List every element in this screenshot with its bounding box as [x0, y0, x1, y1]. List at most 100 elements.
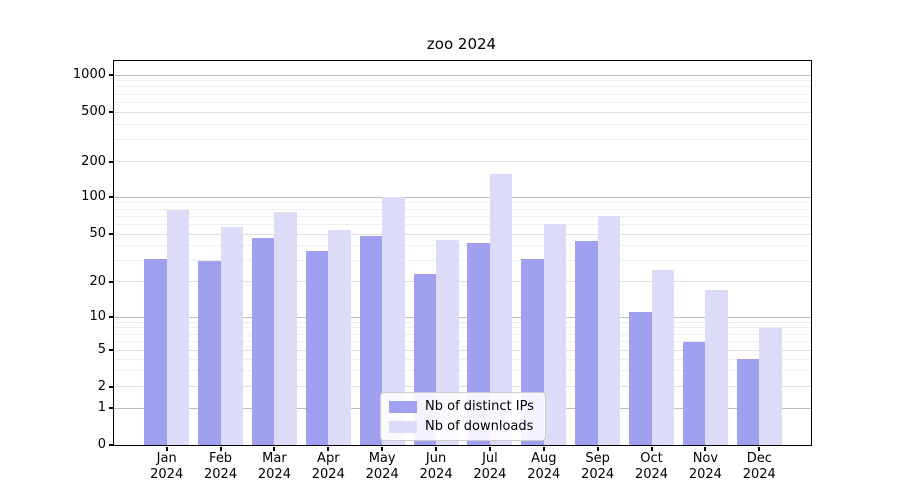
gridline-8 [114, 327, 811, 329]
bar-distinct-ips-sep [575, 240, 598, 445]
gridline-50 [114, 233, 811, 235]
y-axis-label-2: 2 [97, 378, 106, 394]
bar-distinct-ips-dec [736, 359, 760, 445]
x-axis-label-jul: Jul 2024 [473, 451, 507, 482]
x-axis-label-mar: Mar 2024 [257, 451, 291, 482]
x-axis-label-may: May 2024 [365, 451, 399, 482]
y-tick-20 [109, 280, 113, 283]
bar-downloads-mar [274, 212, 297, 445]
bar-downloads-nov [705, 289, 728, 445]
y-tick-200 [109, 160, 113, 163]
gridline-2 [114, 386, 811, 387]
gridline-40 [114, 245, 811, 247]
x-axis-label-sep: Sep 2024 [581, 451, 615, 482]
x-tick-aug [542, 447, 545, 451]
x-tick-jun [435, 447, 438, 451]
bar-downloads-oct [651, 270, 675, 445]
bar-downloads-sep [597, 216, 621, 445]
x-axis-label-nov: Nov 2024 [688, 451, 722, 482]
gridline-70 [114, 215, 811, 217]
bar-distinct-ips-oct [629, 312, 652, 445]
gridline-9 [114, 321, 811, 323]
gridline-20 [114, 281, 811, 283]
bar-downloads-jan [166, 210, 190, 445]
y-axis-label-100: 100 [81, 189, 106, 204]
bar-downloads-jul [489, 173, 513, 445]
bar-downloads-aug [543, 224, 567, 445]
x-tick-nov [704, 447, 707, 451]
gridline-600 [114, 101, 811, 103]
gridline-100 [114, 196, 811, 198]
gridline-30 [114, 260, 811, 262]
gridline-90 [114, 202, 811, 204]
y-axis-label-1: 1 [97, 400, 106, 416]
x-tick-may [381, 447, 384, 451]
legend-item-distinct-ips: Nb of distinct IPs [389, 399, 537, 414]
bar-distinct-ips-apr [305, 251, 329, 445]
gridline-4 [114, 358, 811, 360]
x-tick-oct [650, 447, 653, 451]
x-tick-sep [596, 447, 599, 451]
x-axis-label-apr: Apr 2024 [311, 451, 345, 482]
gridline-1000 [114, 74, 811, 76]
gridline-300 [114, 139, 811, 141]
y-axis-label-10: 10 [89, 309, 106, 324]
gridline-5 [114, 349, 811, 351]
x-tick-feb [219, 447, 222, 451]
y-axis-label-500: 500 [81, 104, 106, 119]
legend-item-downloads: Nb of downloads [389, 419, 537, 434]
x-tick-jan [165, 447, 168, 451]
y-axis-label-20: 20 [89, 273, 106, 289]
y-tick-1 [109, 407, 113, 410]
bar-distinct-ips-feb [198, 260, 221, 445]
x-axis-label-jun: Jun 2024 [419, 451, 453, 482]
legend-swatch-distinct-ips [389, 400, 417, 413]
x-axis-label-jan: Jan 2024 [150, 451, 184, 482]
bar-downloads-apr [328, 230, 351, 445]
bar-distinct-ips-jan [144, 259, 167, 445]
y-axis-label-0: 0 [97, 437, 106, 452]
y-axis-label-50: 50 [89, 226, 106, 242]
legend: Nb of distinct IPs Nb of downloads [380, 392, 546, 441]
bar-downloads-may [382, 197, 405, 445]
x-axis-label-oct: Oct 2024 [634, 451, 669, 482]
bar-distinct-ips-may [359, 236, 383, 445]
bar-distinct-ips-nov [682, 341, 706, 445]
legend-swatch-downloads [389, 420, 417, 433]
x-axis-label-aug: Aug 2024 [527, 451, 561, 482]
y-tick-2 [109, 385, 113, 388]
x-axis-label-feb: Feb 2024 [204, 451, 238, 482]
y-axis-label-200: 200 [81, 153, 106, 169]
gridline-500 [114, 111, 811, 113]
gridline-60 [114, 223, 811, 225]
gridline-900 [114, 80, 811, 82]
gridline-800 [114, 86, 811, 88]
gridline-10 [114, 316, 811, 318]
x-tick-apr [327, 447, 330, 451]
y-tick-50 [109, 233, 113, 236]
gridline-400 [114, 123, 811, 125]
y-axis-label-1000: 1000 [72, 67, 106, 82]
bar-downloads-dec [759, 327, 782, 445]
gridline-6 [114, 341, 811, 343]
x-tick-dec [758, 447, 761, 451]
y-tick-500 [109, 111, 113, 113]
y-tick-10 [109, 316, 113, 318]
bar-downloads-feb [220, 227, 244, 445]
gridline-3 [114, 369, 811, 371]
legend-label-downloads: Nb of downloads [425, 419, 534, 434]
chart-title: zoo 2024 [426, 35, 497, 53]
y-tick-100 [109, 196, 113, 198]
x-axis-label-dec: Dec 2024 [742, 451, 776, 482]
y-tick-5 [109, 349, 113, 352]
bar-distinct-ips-mar [251, 237, 275, 445]
y-tick-1000 [109, 74, 113, 76]
gridline-200 [114, 161, 811, 163]
legend-label-distinct-ips: Nb of distinct IPs [425, 399, 534, 414]
x-tick-mar [273, 447, 276, 451]
x-tick-jul [488, 447, 491, 451]
gridline-700 [114, 93, 811, 95]
y-tick-0 [109, 444, 113, 446]
gridline-7 [114, 333, 811, 335]
